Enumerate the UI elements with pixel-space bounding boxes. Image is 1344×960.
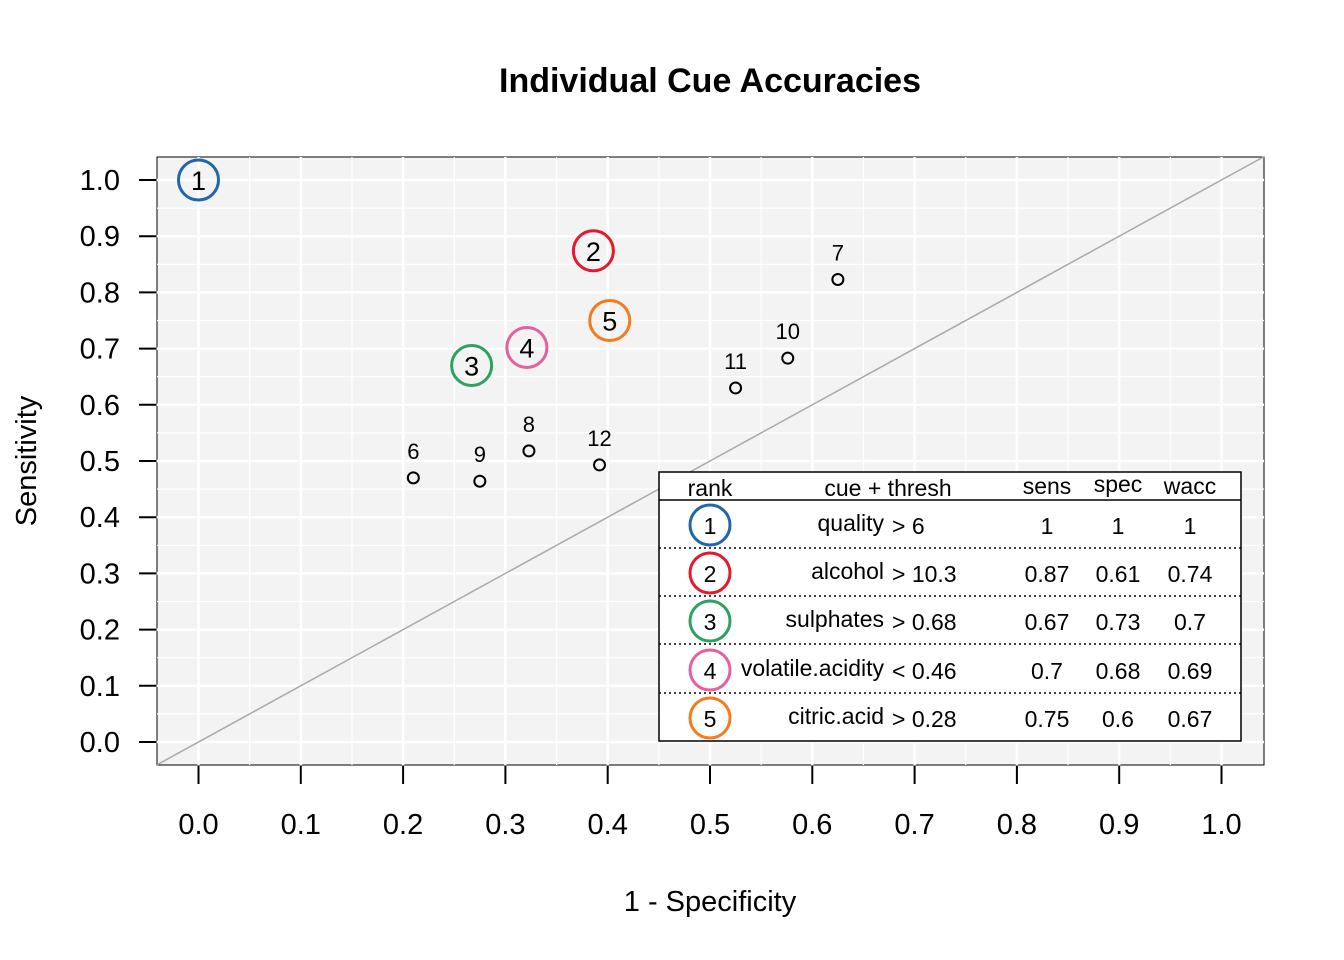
x-tick-label: 0.2	[383, 809, 423, 841]
legend-cue-name: quality	[818, 510, 885, 536]
legend-wacc-value: 0.74	[1168, 561, 1213, 587]
cue-point-marker	[831, 272, 845, 286]
x-tick-label: 0.3	[485, 809, 525, 841]
y-tick-label: 0.1	[80, 671, 120, 703]
ranked-point-label: 1	[191, 166, 206, 196]
legend-header-cue: cue + thresh	[824, 475, 951, 501]
x-tick-label: 0.7	[894, 809, 934, 841]
y-tick-label: 0.3	[80, 558, 120, 590]
x-tick-label: 0.1	[281, 809, 321, 841]
legend-spec-value: 0.73	[1096, 609, 1141, 635]
ranked-point-marker	[588, 299, 632, 342]
y-tick-label: 0.6	[80, 390, 120, 422]
other-cue-points: 6 7 8 9 10 11 12	[406, 240, 845, 488]
legend-threshold: > 0.68	[892, 609, 957, 635]
legend-wacc-value: 0.69	[1168, 658, 1213, 684]
x-tick-label: 0.8	[997, 809, 1037, 841]
legend-threshold: > 0.28	[892, 706, 957, 732]
legend-threshold: > 10.3	[892, 561, 957, 587]
legend-spec-value: 0.68	[1096, 658, 1141, 684]
cue-point-label: 12	[587, 426, 611, 451]
x-tick-label: 0.6	[792, 809, 832, 841]
legend-rows: 1 quality > 6 1 1 12 alcohol > 10.3 0.87 0.61 0.74…	[659, 503, 1241, 740]
legend-header-rank: rank	[688, 475, 733, 501]
x-tick-label: 0.4	[588, 809, 628, 841]
legend-rank-marker	[688, 599, 732, 643]
legend-spec-value: 0.6	[1102, 706, 1134, 732]
y-axis: 0.0 0.1 0.2 0.3 0.4 0.5 0.6 0.7 0.8 0.9 1.0	[80, 165, 156, 759]
x-axis-label: 1 - Specificity	[624, 886, 797, 918]
cue-point-marker	[781, 351, 795, 365]
legend-rank-marker	[688, 648, 732, 692]
diagonal-reference-line	[156, 155, 1265, 766]
legend-rank-label: 3	[704, 609, 717, 635]
x-axis: 0.0 0.1 0.2 0.3 0.4 0.5 0.6 0.7 0.8 0.9 1.0	[178, 766, 1242, 841]
cue-point-marker	[729, 381, 743, 395]
legend-cue-name: sulphates	[786, 606, 884, 632]
y-tick-label: 0.7	[80, 334, 120, 366]
y-tick-label: 0.9	[80, 221, 120, 253]
legend-cue-name: citric.acid	[788, 703, 884, 729]
ranked-point-marker	[571, 229, 615, 273]
cue-point-label: 8	[523, 412, 535, 437]
ranked-point-marker	[450, 343, 494, 387]
legend-cue-name: volatile.acidity	[741, 655, 885, 681]
x-tick-label: 0.0	[178, 809, 218, 841]
legend-sens-value: 1	[1041, 513, 1054, 539]
ranked-point-marker	[177, 158, 220, 202]
legend-sens-value: 0.75	[1025, 706, 1070, 732]
legend-threshold: > 6	[892, 513, 925, 539]
ranked-point-label: 3	[464, 351, 479, 381]
y-tick-label: 0.4	[80, 502, 120, 534]
legend-spec-value: 1	[1112, 513, 1125, 539]
chart-title: Individual Cue Accuracies	[499, 62, 921, 100]
legend-table: rank cue + thresh sens spec wacc 1 qualit…	[658, 471, 1242, 742]
ranked-point-label: 5	[602, 307, 617, 337]
y-tick-label: 0.8	[80, 277, 120, 309]
cue-point-label: 10	[776, 319, 800, 344]
legend-header-sens: sens	[1023, 473, 1072, 499]
legend-rank-marker	[688, 503, 732, 547]
legend-rank-label: 2	[704, 561, 717, 587]
ranked-cue-points: 1 2 3 4 5	[177, 158, 632, 387]
x-tick-label: 1.0	[1201, 809, 1241, 841]
legend-sens-value: 0.87	[1025, 561, 1070, 587]
legend-header-spec: spec	[1094, 471, 1143, 497]
legend-wacc-value: 0.67	[1168, 706, 1213, 732]
legend-wacc-value: 0.7	[1174, 609, 1206, 635]
ranked-point-marker	[505, 325, 549, 369]
y-tick-label: 1.0	[80, 165, 120, 197]
y-tick-label: 0.2	[80, 615, 120, 647]
legend-rank-label: 4	[704, 658, 717, 684]
y-tick-label: 0.0	[80, 727, 120, 759]
legend-rank-label: 5	[704, 706, 717, 732]
cue-point-label: 11	[724, 349, 747, 374]
legend-rank-marker	[688, 696, 732, 740]
legend-header-wacc: wacc	[1163, 473, 1216, 499]
cue-point-marker	[522, 444, 536, 458]
legend-rank-label: 1	[704, 513, 717, 539]
legend-cue-name: alcohol	[811, 558, 884, 584]
legend-box	[658, 471, 1242, 742]
legend-threshold: < 0.46	[892, 658, 957, 684]
legend-spec-value: 0.61	[1096, 561, 1141, 587]
y-axis-label: Sensitivity	[11, 395, 43, 526]
legend-sens-value: 0.67	[1025, 609, 1070, 635]
cue-point-label: 6	[407, 439, 419, 464]
ranked-point-label: 4	[519, 333, 534, 363]
cue-point-marker	[473, 474, 487, 488]
legend-sens-value: 0.7	[1031, 658, 1063, 684]
cue-point-marker	[406, 471, 420, 485]
legend-rank-marker	[688, 551, 732, 595]
x-tick-label: 0.9	[1099, 809, 1139, 841]
ranked-point-label: 2	[586, 237, 601, 267]
cue-point-marker	[593, 458, 607, 472]
legend-wacc-value: 1	[1184, 513, 1197, 539]
y-tick-label: 0.5	[80, 446, 120, 478]
cue-point-label: 7	[832, 240, 844, 265]
cue-point-label: 9	[474, 442, 486, 467]
x-tick-label: 0.5	[690, 809, 730, 841]
